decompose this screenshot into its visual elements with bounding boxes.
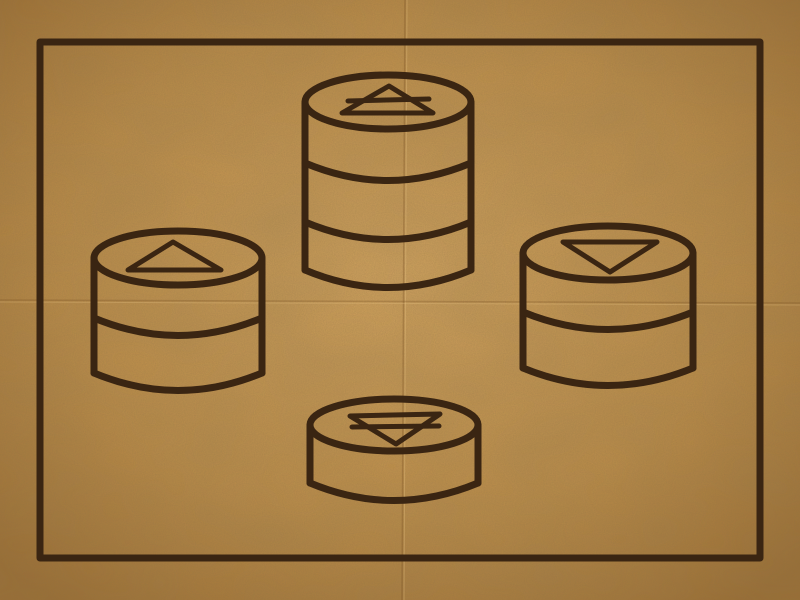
piece-layer-line	[301, 266, 475, 291]
piece-stack-bottom[interactable]	[306, 395, 482, 504]
triangle-up-icon-crossbar	[345, 96, 432, 104]
piece-layer-line	[301, 159, 475, 184]
fold-crease-horizontal-highlight	[0, 301, 800, 306]
piece-stack-top[interactable]	[301, 71, 475, 291]
piece-layer-line	[519, 364, 697, 389]
piece-layer-line	[301, 218, 475, 243]
triangle-down-icon-crossbar	[349, 423, 442, 430]
piece-stack-left[interactable]	[90, 227, 266, 394]
piece-layer-line	[519, 308, 697, 333]
board-border	[36, 38, 764, 562]
triangle-down-icon	[560, 239, 660, 275]
triangle-up-icon	[125, 239, 224, 273]
piece-layer-line	[90, 369, 266, 394]
piece-layer-line	[306, 479, 482, 504]
triangle-down-icon	[347, 411, 443, 447]
piece-stack-right[interactable]	[519, 222, 697, 389]
piece-layer-line	[90, 314, 266, 339]
fold-crease-horizontal	[0, 299, 800, 304]
